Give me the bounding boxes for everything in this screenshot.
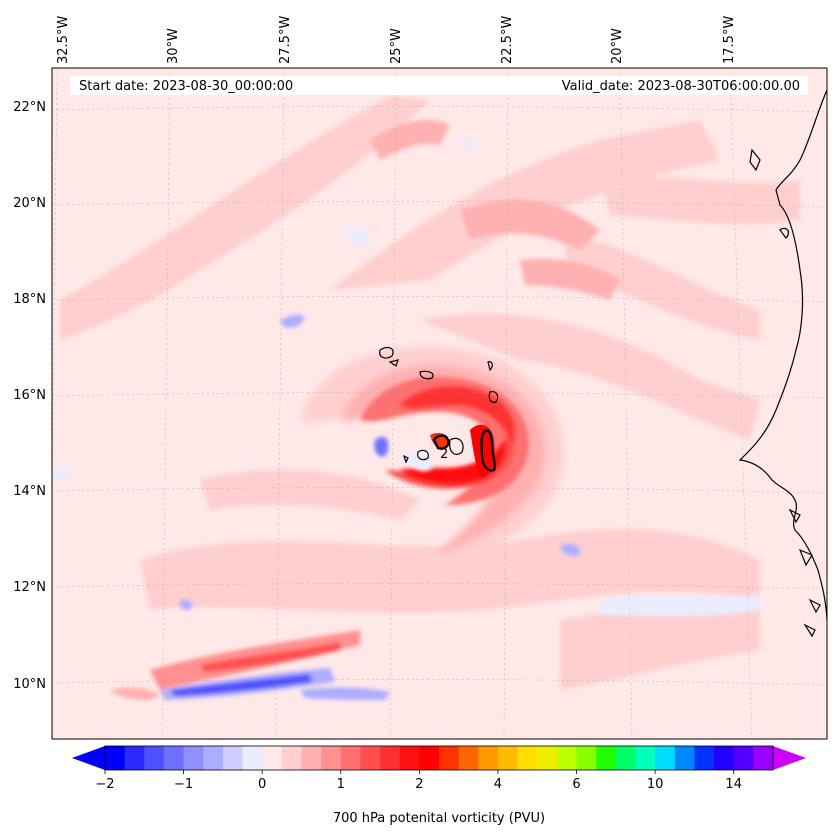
colorbar-ticks: −2 −1 0 1 2 4 6 10 14	[95, 770, 742, 792]
colorbar-tick-label: 4	[494, 777, 502, 792]
colorbar-cell	[478, 746, 499, 770]
colorbar-tick-label: 10	[647, 777, 664, 792]
colorbar-cell	[733, 746, 754, 770]
colorbar-cell	[753, 746, 774, 770]
lon-label: 17.5°W	[722, 16, 737, 64]
valid-date-text: Valid_date: 2023-08-30T06:00:00.00	[562, 79, 800, 94]
lat-label: 18°N	[13, 292, 46, 307]
colorbar-cell	[183, 746, 204, 770]
colorbar-cell	[419, 746, 440, 770]
colorbar-cell	[596, 746, 617, 770]
colorbar-cell	[380, 746, 401, 770]
colorbar-cell	[674, 746, 695, 770]
colorbar-tick-label: −1	[174, 777, 193, 792]
colorbar-tick-label: 14	[725, 777, 742, 792]
colorbar-cell	[203, 746, 224, 770]
colorbar-cell	[556, 746, 578, 770]
lat-label: 16°N	[13, 388, 46, 403]
colorbar-cells	[105, 746, 774, 770]
colorbar-cell	[321, 746, 342, 770]
colorbar-cell	[340, 746, 361, 770]
lat-label: 20°N	[13, 196, 46, 211]
colorbar-cell	[458, 746, 479, 770]
coastlines	[379, 89, 827, 638]
start-date-text: Start date: 2023-08-30_00:00:00	[79, 79, 293, 94]
lat-label: 22°N	[13, 100, 46, 115]
colorbar-outline	[104, 745, 774, 771]
colorbar-cell	[714, 746, 735, 770]
pv-filled-contours	[52, 95, 800, 690]
colorbar-low-extend	[72, 746, 105, 770]
pv-contour-2	[432, 429, 496, 472]
colorbar-cell	[655, 746, 676, 770]
map-frame	[51, 67, 828, 740]
colorbar-tick-label: −2	[95, 777, 114, 792]
colorbar: −2 −1 0 1 2 4 6 10 14 700 hPa potenital vorticit…	[72, 745, 806, 826]
lat-label: 10°N	[13, 677, 46, 692]
colorbar-cell	[635, 746, 656, 770]
colorbar-cell	[301, 746, 322, 770]
info-bar	[70, 76, 808, 95]
contour-label: 2	[440, 447, 448, 462]
lat-label: 14°N	[13, 484, 46, 499]
colorbar-tick-label: 1	[337, 777, 345, 792]
lon-label: 27.5°W	[278, 16, 293, 64]
colorbar-cell	[399, 746, 420, 770]
colorbar-title: 700 hPa potenital vorticity (PVU)	[333, 811, 545, 826]
colorbar-cell	[360, 746, 381, 770]
colorbar-cell	[242, 746, 263, 770]
colorbar-cell	[262, 746, 283, 770]
lat-label: 12°N	[13, 580, 46, 595]
graticule	[52, 68, 827, 739]
colorbar-tick-label: 2	[415, 777, 423, 792]
colorbar-cell	[163, 746, 185, 770]
longitude-labels: 32.5°W 30°W 27.5°W 25°W 22.5°W 20°W 17.5…	[56, 16, 737, 64]
lon-label: 25°W	[389, 28, 404, 64]
colorbar-cell	[144, 746, 165, 770]
cyclone-pv-spiral	[300, 346, 564, 570]
lon-label: 22.5°W	[500, 16, 515, 64]
colorbar-cell	[694, 746, 715, 770]
lon-label: 30°W	[166, 28, 181, 64]
colorbar-cell	[497, 746, 519, 770]
colorbar-cell	[222, 746, 244, 770]
colorbar-cell	[537, 746, 558, 770]
colorbar-cell	[124, 746, 145, 770]
africa-coastline	[738, 89, 827, 621]
colorbar-tick-label: 0	[258, 777, 266, 792]
lon-label: 20°W	[610, 28, 625, 64]
colorbar-cell	[281, 746, 302, 770]
colorbar-high-extend	[773, 746, 806, 770]
colorbar-cell	[517, 746, 538, 770]
colorbar-cell	[576, 746, 597, 770]
colorbar-cell	[105, 746, 126, 770]
colorbar-tick-label: 6	[572, 777, 580, 792]
colorbar-cell	[439, 746, 460, 770]
colorbar-cell	[615, 746, 636, 770]
latitude-labels: 22°N 20°N 18°N 16°N 14°N 12°N 10°N	[13, 100, 46, 692]
map-plot-area: 2 Start date: 2023-08-30_00:00:00 Valid_…	[52, 68, 827, 739]
lon-label: 32.5°W	[56, 16, 71, 64]
